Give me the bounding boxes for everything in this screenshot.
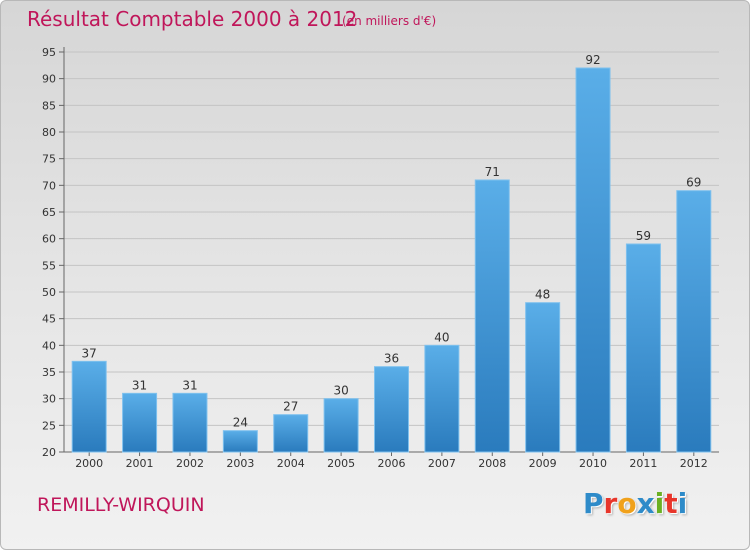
value-label-2009: 48 bbox=[535, 288, 550, 302]
bar-2007 bbox=[424, 344, 460, 453]
y-tick-label: 75 bbox=[42, 153, 56, 166]
bar-2011 bbox=[625, 243, 661, 453]
value-label-2000: 37 bbox=[82, 346, 97, 360]
y-tick-label: 90 bbox=[42, 73, 56, 86]
x-tick-label-2011: 2011 bbox=[629, 457, 657, 470]
bar-2005 bbox=[323, 398, 359, 453]
x-tick-label-2008: 2008 bbox=[478, 457, 506, 470]
bars bbox=[71, 67, 712, 453]
location-name: REMILLY-WIRQUIN bbox=[37, 494, 205, 516]
value-label-2001: 31 bbox=[132, 378, 147, 392]
y-tick-label: 25 bbox=[42, 419, 56, 432]
x-tick-label-2009: 2009 bbox=[529, 457, 557, 470]
logo-letter: o bbox=[617, 487, 637, 520]
x-tick-label-2001: 2001 bbox=[126, 457, 154, 470]
bar-2008 bbox=[474, 179, 510, 453]
x-tick-label-2007: 2007 bbox=[428, 457, 456, 470]
y-tick-label: 65 bbox=[42, 206, 56, 219]
y-tick-label: 80 bbox=[42, 126, 56, 139]
value-label-2010: 92 bbox=[585, 53, 600, 67]
chart-title: Résultat Comptable 2000 à 2012 bbox=[27, 7, 358, 31]
bar-2002 bbox=[172, 392, 208, 453]
logo-letter: i bbox=[677, 487, 688, 520]
y-tick-label: 85 bbox=[42, 99, 56, 112]
value-label-2004: 27 bbox=[283, 400, 298, 414]
bar-2001 bbox=[122, 392, 158, 453]
bar-2000 bbox=[71, 360, 107, 453]
value-label-2006: 36 bbox=[384, 352, 399, 366]
bar-2012 bbox=[676, 190, 712, 453]
value-label-2003: 24 bbox=[233, 416, 248, 430]
x-tick-label-2010: 2010 bbox=[579, 457, 607, 470]
value-label-2002: 31 bbox=[182, 378, 197, 392]
logo-letter: t bbox=[664, 487, 678, 520]
value-label-2005: 30 bbox=[333, 384, 348, 398]
bar-2009 bbox=[525, 302, 561, 453]
bar-2003 bbox=[222, 430, 258, 453]
y-tick-label: 60 bbox=[42, 233, 56, 246]
value-label-2012: 69 bbox=[686, 176, 701, 190]
y-tick-label: 55 bbox=[42, 259, 56, 272]
logo-letter: i bbox=[654, 487, 665, 520]
value-label-2008: 71 bbox=[485, 165, 500, 179]
x-tick-label-2006: 2006 bbox=[378, 457, 406, 470]
x-tick-label-2000: 2000 bbox=[75, 457, 103, 470]
bar-2010 bbox=[575, 67, 611, 453]
y-tick-label: 45 bbox=[42, 313, 56, 326]
bar-2006 bbox=[374, 366, 409, 453]
y-tick-label: 70 bbox=[42, 179, 56, 192]
logo-letter: x bbox=[636, 487, 655, 520]
value-label-2007: 40 bbox=[434, 330, 449, 344]
bar-2004 bbox=[273, 414, 309, 453]
tick-labels: 20 25 30 35 40 45 50 55 60 65 70 75 80 85 90 95 2000 2001… bbox=[42, 46, 708, 470]
x-tick-label-2002: 2002 bbox=[176, 457, 204, 470]
x-tick-label-2012: 2012 bbox=[680, 457, 708, 470]
logo-letter: P bbox=[583, 487, 604, 520]
x-tick-label-2005: 2005 bbox=[327, 457, 355, 470]
value-labels: 37 31 31 24 27 30 36 40 71 48 92 59 69 bbox=[82, 53, 702, 430]
y-tick-label: 35 bbox=[42, 366, 56, 379]
logo-letter: r bbox=[603, 487, 618, 520]
proxiti-logo[interactable]: Proxiti bbox=[583, 487, 687, 520]
x-tick-label-2003: 2003 bbox=[226, 457, 254, 470]
y-tick-label: 30 bbox=[42, 393, 56, 406]
y-tick-label: 40 bbox=[42, 339, 56, 352]
y-tick-label: 95 bbox=[42, 46, 56, 59]
value-label-2011: 59 bbox=[636, 229, 651, 243]
x-tick-label-2004: 2004 bbox=[277, 457, 305, 470]
chart-unit: (en milliers d'€) bbox=[342, 14, 437, 28]
y-tick-label: 20 bbox=[42, 446, 56, 459]
y-tick-label: 50 bbox=[42, 286, 56, 299]
